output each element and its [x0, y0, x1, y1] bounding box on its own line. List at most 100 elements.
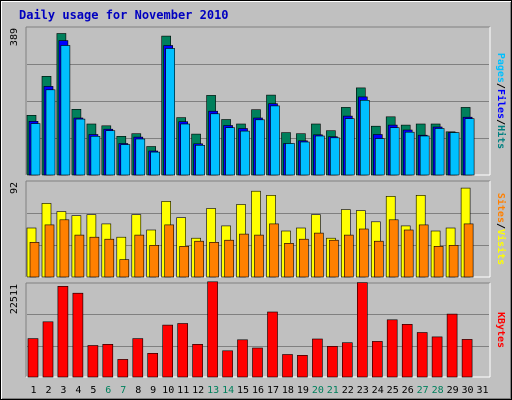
x-tick-label: 29: [447, 385, 459, 396]
x-tick-label: 14: [222, 385, 234, 396]
bar-sites-day-27: [418, 224, 429, 278]
bar-sites-day-30: [463, 223, 474, 278]
bar-pages-day-16: [255, 119, 265, 176]
bar-kbytes-day-22: [341, 342, 353, 378]
bar-pages-day-27: [419, 135, 430, 176]
bar-kbytes-day-13: [207, 281, 218, 378]
bar-kbytes-day-3: [57, 285, 69, 378]
bar-pages-day-13: [210, 113, 220, 176]
bar-sites-day-21: [329, 239, 339, 278]
x-tick-label: 4: [75, 385, 81, 396]
bar-kbytes-day-15: [237, 339, 248, 378]
bar-pages-day-6: [105, 130, 116, 176]
y-axis-label-part: KBytes: [495, 312, 506, 348]
x-tick-label: 2: [45, 385, 51, 396]
bar-sites-day-14: [224, 239, 234, 278]
bar-kbytes-day-23: [356, 282, 368, 378]
bar-kbytes-day-19: [297, 354, 308, 378]
x-tick-label: 3: [60, 385, 66, 396]
bar-kbytes-day-25: [386, 319, 398, 378]
bar-pages-day-14: [225, 127, 235, 176]
bar-sites-day-8: [134, 234, 145, 278]
y-axis-label-part: Visits: [495, 229, 507, 265]
x-tick-label: 8: [135, 385, 141, 396]
bar-sites-day-9: [149, 245, 159, 278]
bar-pages-day-17: [270, 105, 280, 176]
bar-pages-day-8: [135, 138, 146, 176]
bar-sites-day-19: [299, 238, 309, 278]
bar-kbytes-day-24: [371, 341, 383, 378]
bar-pages-day-9: [150, 151, 160, 176]
bar-sites-day-5: [89, 236, 100, 278]
y-axis-label-part: Hits: [495, 125, 507, 149]
x-tick-label: 20: [312, 385, 324, 396]
x-tick-label: 31: [476, 385, 488, 396]
bar-pages-day-26: [404, 131, 415, 176]
bar-sites-day-16: [254, 234, 264, 278]
y-tick-label: 389: [9, 28, 20, 46]
bar-pages-day-25: [389, 127, 400, 176]
bar-pages-day-1: [30, 123, 41, 176]
bar-kbytes-day-14: [222, 350, 233, 378]
bar-sites-day-28: [433, 246, 444, 278]
bar-kbytes-day-28: [431, 336, 443, 378]
bar-sites-day-4: [74, 234, 85, 278]
x-tick-label: 15: [237, 385, 249, 396]
bar-kbytes-day-18: [282, 354, 293, 378]
bar-kbytes-day-26: [401, 323, 413, 378]
bar-sites-day-2: [44, 224, 55, 278]
x-tick-label: 13: [207, 385, 219, 396]
bar-kbytes-day-6: [102, 343, 114, 378]
bar-sites-day-1: [29, 242, 40, 278]
bar-kbytes-day-1: [27, 338, 39, 378]
bar-pages-day-30: [464, 118, 475, 176]
bar-pages-day-20: [315, 135, 325, 176]
bar-sites-day-13: [209, 242, 219, 278]
bar-kbytes-day-29: [446, 313, 458, 378]
x-tick-label: 22: [342, 385, 354, 396]
y-axis-label-part: Pages: [495, 53, 506, 83]
x-tick-label: 5: [90, 385, 96, 396]
bar-pages-day-4: [75, 118, 86, 176]
bar-sites-day-25: [388, 219, 399, 278]
x-tick-label: 10: [162, 385, 174, 396]
x-tick-label: 23: [357, 385, 369, 396]
bar-pages-day-5: [90, 136, 101, 176]
bar-pages-day-10: [165, 48, 175, 176]
bar-kbytes-day-10: [162, 324, 173, 378]
bar-pages-day-19: [300, 141, 310, 176]
bar-sites-day-26: [403, 229, 414, 278]
x-tick-label: 1: [30, 385, 36, 396]
x-tick-label: 12: [192, 385, 204, 396]
bar-sites-day-29: [448, 245, 459, 278]
bar-pages-day-15: [240, 130, 250, 176]
x-tick-label: 6: [105, 385, 111, 396]
x-tick-label: 25: [387, 385, 399, 396]
bar-sites-day-7: [119, 259, 130, 278]
bar-sites-day-12: [194, 240, 204, 278]
x-tick-label: 7: [120, 385, 126, 396]
bar-sites-day-3: [59, 219, 70, 278]
x-tick-label: 30: [461, 385, 473, 396]
bar-kbytes-day-7: [117, 359, 129, 378]
bar-kbytes-day-27: [416, 332, 428, 378]
x-tick-label: 28: [432, 385, 444, 396]
bar-sites-day-11: [179, 246, 189, 278]
x-tick-label: 21: [327, 385, 339, 396]
bar-kbytes-day-21: [327, 345, 338, 378]
bar-pages-day-7: [120, 144, 131, 176]
x-tick-label: 27: [417, 385, 429, 396]
x-tick-label: 9: [150, 385, 156, 396]
y-axis-label-part: Files: [495, 89, 507, 119]
bar-pages-day-11: [180, 123, 190, 176]
x-tick-label: 11: [177, 385, 189, 396]
y-axis-label: Sites/Visits: [495, 193, 507, 265]
chart-title: Daily usage for November 2010: [19, 8, 229, 22]
bar-pages-day-28: [434, 128, 445, 176]
x-tick-label: 17: [267, 385, 279, 396]
bar-sites-day-10: [164, 224, 174, 278]
bar-pages-day-21: [330, 137, 340, 176]
bar-kbytes-day-4: [72, 292, 84, 378]
x-tick-label: 24: [372, 385, 384, 396]
